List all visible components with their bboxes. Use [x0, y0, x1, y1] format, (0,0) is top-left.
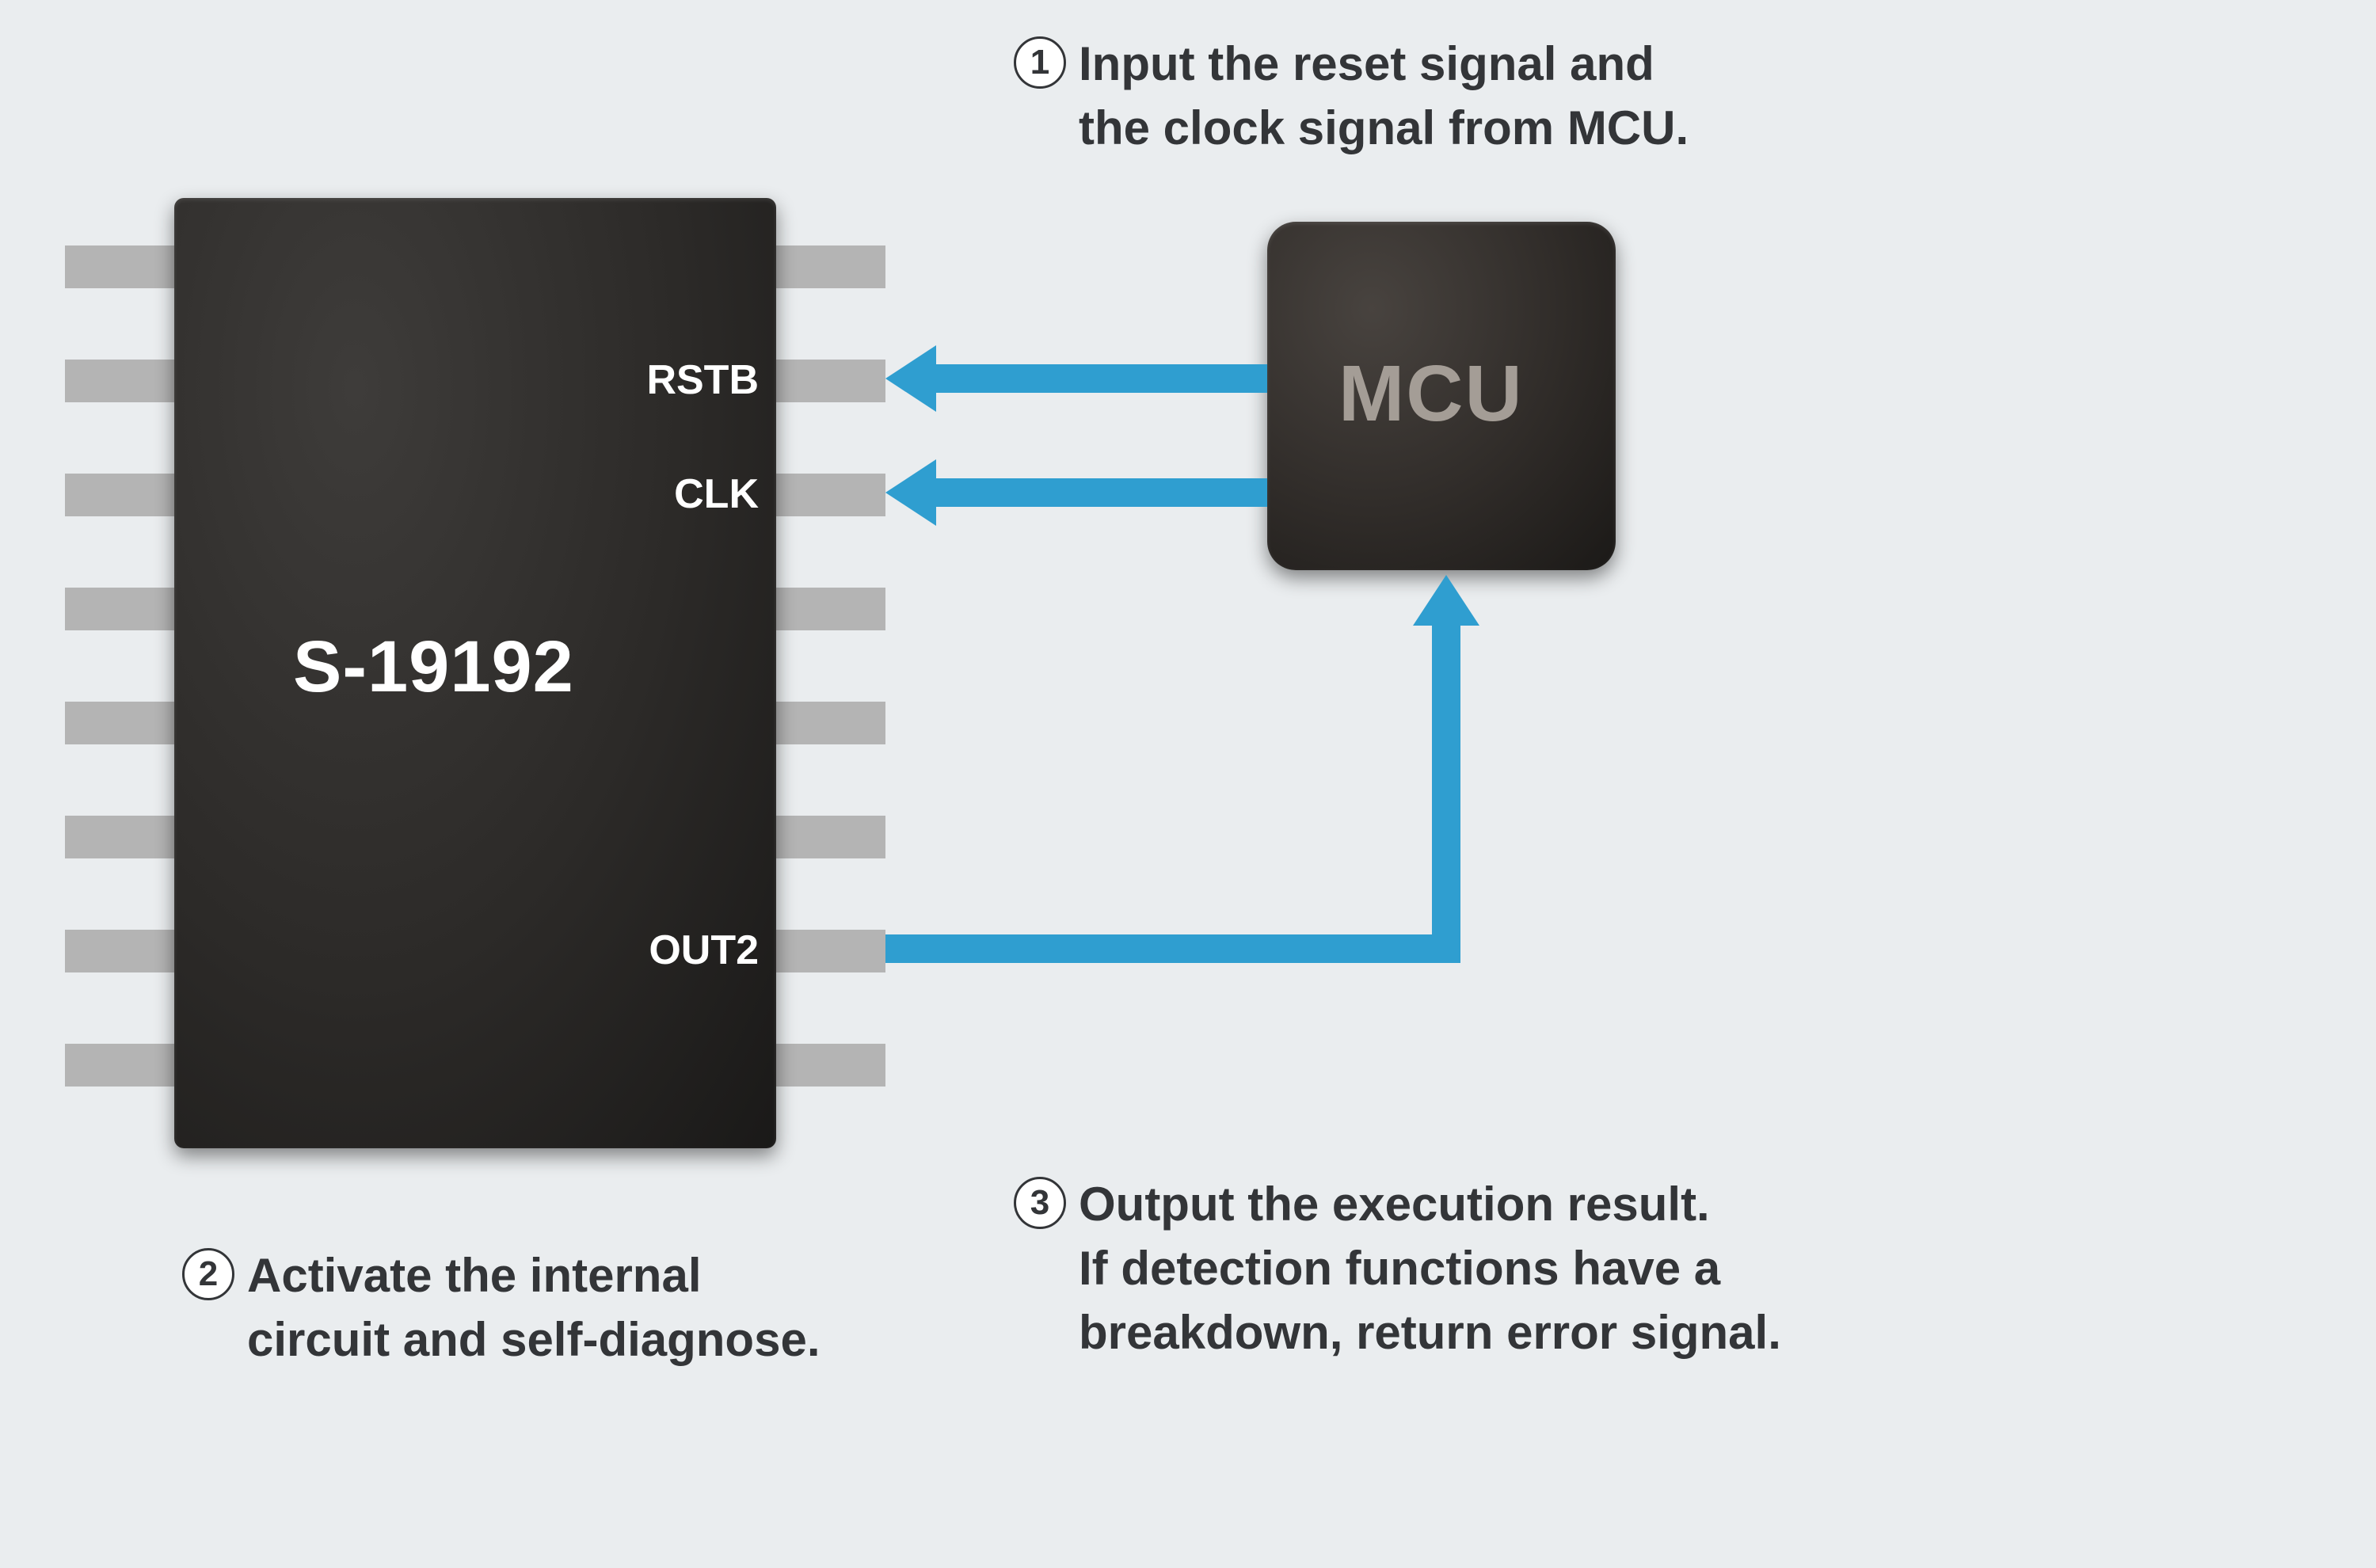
caption-2: 2Activate the internalcircuit and self-d… [182, 1243, 821, 1372]
caption-3-text: Output the execution result.If detection… [1079, 1172, 1781, 1364]
chip-s19192-pin-left [65, 702, 176, 744]
arrow-out2-head [1413, 575, 1479, 626]
chip-s19192-pin-right [775, 930, 885, 972]
pin-label-out2: OUT2 [600, 927, 759, 974]
chip-s19192-pin-right [775, 702, 885, 744]
chip-s19192-pin-right [775, 245, 885, 288]
caption-1-text: Input the reset signal andthe clock sign… [1079, 32, 1689, 160]
chip-s19192-label: S-19192 [293, 626, 574, 709]
chip-s19192-pin-right [775, 816, 885, 858]
chip-s19192-pin-left [65, 1044, 176, 1087]
caption-1: 1Input the reset signal andthe clock sig… [1014, 32, 1689, 160]
arrow-rstb-head [885, 345, 936, 412]
pin-label-rstb: RSTB [600, 356, 759, 404]
arrow-out2-horz [885, 934, 1460, 963]
chip-s19192-pin-right [775, 588, 885, 630]
chip-s19192-pin-left [65, 474, 176, 516]
chip-mcu-label: MCU [1338, 348, 1524, 440]
arrow-out2-vert [1432, 626, 1460, 963]
caption-3-num: 3 [1014, 1177, 1066, 1229]
arrow-clk-line [935, 478, 1267, 507]
chip-s19192-pin-right [775, 360, 885, 402]
diagram-container: S-19192 MCU RSTB CLK OUT2 1Input the res… [0, 0, 2376, 1568]
chip-s19192-pin-left [65, 816, 176, 858]
caption-2-text: Activate the internalcircuit and self-di… [247, 1243, 821, 1372]
chip-s19192-pin-left [65, 360, 176, 402]
caption-2-num: 2 [182, 1248, 234, 1300]
caption-3: 3Output the execution result.If detectio… [1014, 1172, 1781, 1364]
pin-label-clk: CLK [600, 470, 759, 518]
arrow-rstb-line [935, 364, 1267, 393]
chip-s19192-pin-right [775, 474, 885, 516]
arrow-clk-head [885, 459, 936, 526]
chip-s19192-pin-right [775, 1044, 885, 1087]
chip-s19192-pin-left [65, 245, 176, 288]
caption-1-num: 1 [1014, 36, 1066, 89]
chip-s19192-pin-left [65, 930, 176, 972]
chip-s19192-pin-left [65, 588, 176, 630]
